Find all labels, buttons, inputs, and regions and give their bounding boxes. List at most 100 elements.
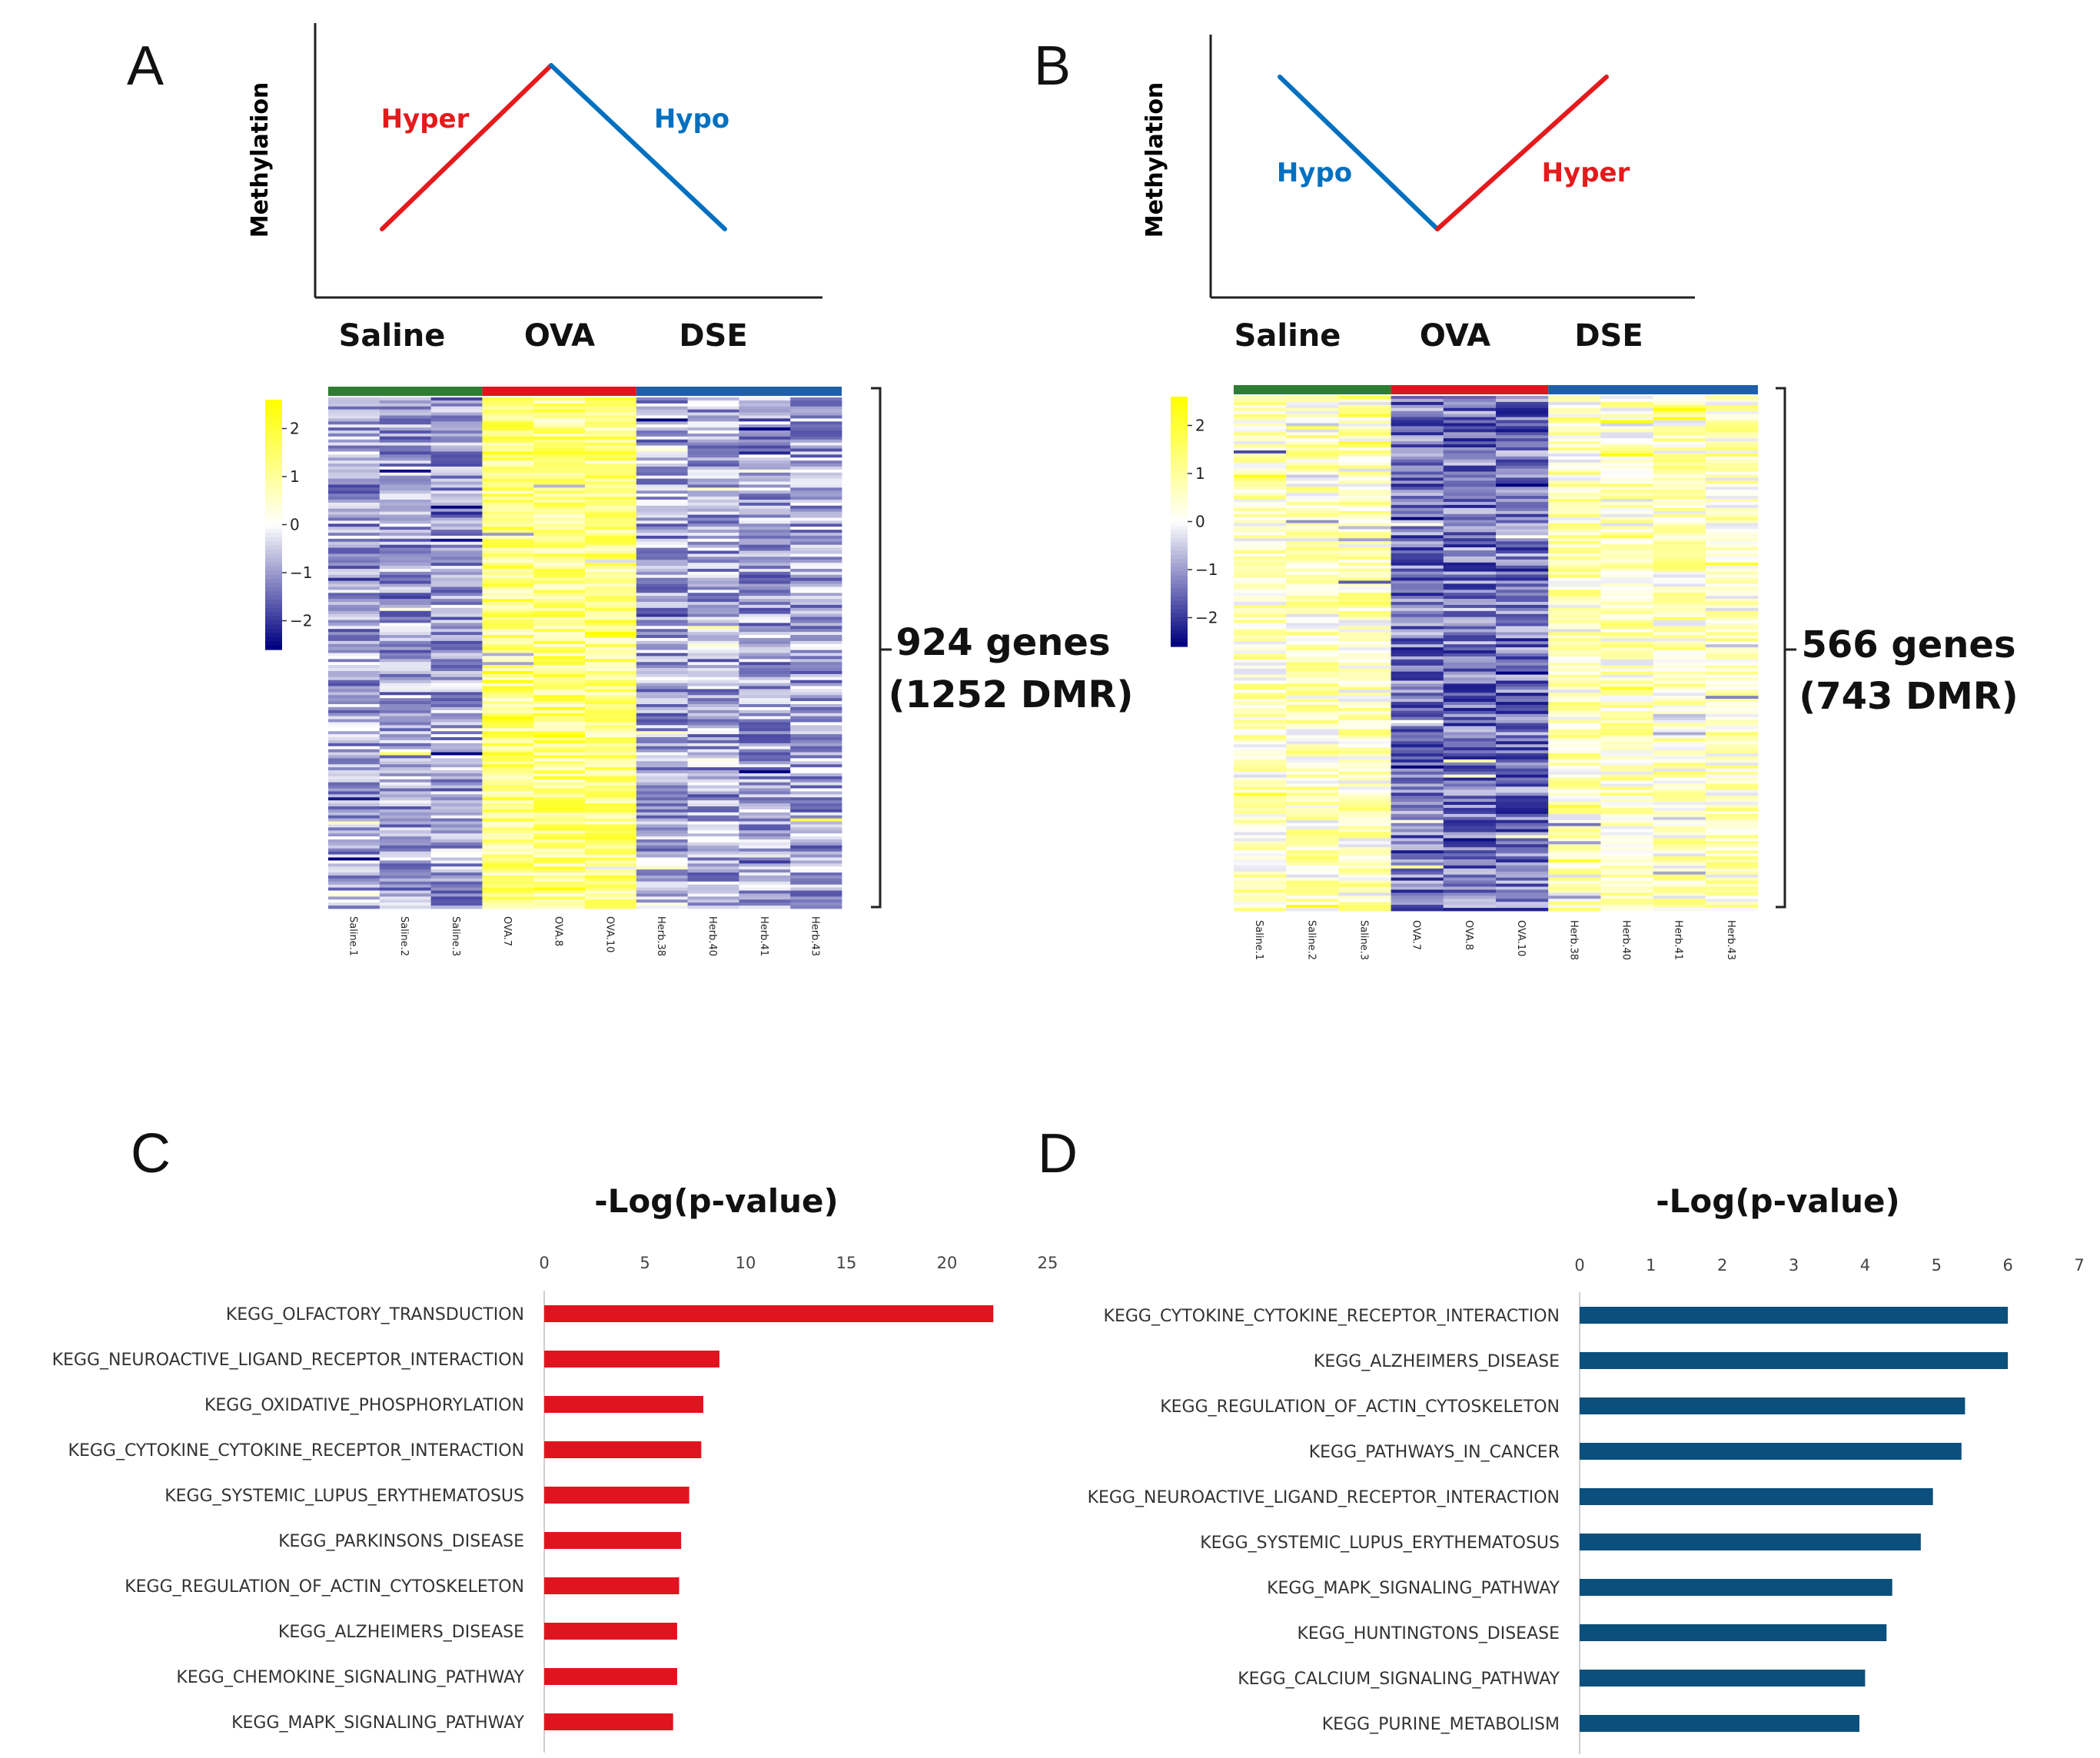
heatmap-cell xyxy=(1338,456,1391,460)
heatmap-cell xyxy=(430,716,483,719)
heatmap-cell xyxy=(1338,420,1391,424)
heatmap-cell xyxy=(636,815,688,819)
heatmap-cell xyxy=(1286,680,1339,684)
heatmap-cell xyxy=(585,884,637,889)
heatmap-cell xyxy=(1705,699,1759,703)
colorbar-step xyxy=(1171,417,1188,423)
heatmap-cell xyxy=(1443,541,1497,545)
heatmap-cell xyxy=(379,563,431,567)
heatmap-cell xyxy=(430,550,483,554)
heatmap-cell xyxy=(1443,699,1497,703)
heatmap-cell xyxy=(379,571,431,576)
heatmap-cell xyxy=(1286,441,1339,445)
heatmap-cell xyxy=(1496,659,1549,663)
heatmap-cell xyxy=(1234,705,1287,709)
heatmap-cell xyxy=(379,815,431,819)
heatmap-cell xyxy=(687,884,739,889)
heatmap-cell xyxy=(328,806,380,810)
heatmap-cell xyxy=(1443,568,1497,572)
colorbar-step xyxy=(1171,592,1188,597)
heatmap-cell xyxy=(430,553,483,557)
heatmap-cell xyxy=(379,893,431,897)
heatmap-cell xyxy=(1443,819,1497,824)
heatmap-cell xyxy=(1548,802,1601,806)
heatmap-cell xyxy=(1391,583,1444,587)
heatmap-cell xyxy=(1548,613,1601,618)
heatmap-cell xyxy=(1705,513,1759,518)
heatmap-cell xyxy=(1391,659,1444,663)
heatmap-cell xyxy=(1653,520,1706,523)
heatmap-cell xyxy=(687,568,739,573)
heatmap-cell xyxy=(1286,453,1339,457)
heatmap-cell xyxy=(1705,532,1759,536)
heatmap-cell xyxy=(585,604,637,609)
heatmap-cell xyxy=(379,668,431,672)
sample-label: OVA.8 xyxy=(553,916,564,946)
heatmap-cell xyxy=(1653,732,1706,736)
heatmap-cell xyxy=(1600,538,1653,542)
heatmap-cell xyxy=(1496,702,1549,706)
heatmap-cell xyxy=(1653,447,1706,451)
heatmap-cell xyxy=(739,574,791,579)
heatmap-cell xyxy=(379,890,431,894)
heatmap-cell xyxy=(1391,556,1444,560)
heatmap-cell xyxy=(379,827,431,831)
heatmap-cell xyxy=(1338,789,1391,793)
sample-label: Saline.3 xyxy=(1358,920,1370,960)
colorbar-step xyxy=(1171,517,1188,523)
heatmap-cell xyxy=(1496,474,1549,478)
heatmap-cell xyxy=(1705,450,1759,454)
heatmap-cell xyxy=(1548,641,1601,645)
heatmap-cell xyxy=(1286,783,1339,787)
heatmap-cell xyxy=(739,728,791,732)
heatmap-cell xyxy=(533,574,586,579)
heatmap-cell xyxy=(379,553,431,557)
heatmap-cell xyxy=(739,650,791,653)
heatmap-cell xyxy=(739,812,791,816)
heatmap-cell xyxy=(1653,665,1706,670)
heatmap-cell xyxy=(636,746,688,750)
heatmap-cell xyxy=(636,683,688,686)
heatmap-cell xyxy=(1496,677,1549,681)
heatmap-cell xyxy=(533,566,586,570)
heatmap-cell xyxy=(1338,738,1391,742)
colorbar-step xyxy=(1171,463,1188,468)
heatmap-cell xyxy=(379,478,431,482)
heatmap-cell xyxy=(1234,459,1287,464)
heatmap-cell xyxy=(1234,816,1287,821)
heatmap-cell xyxy=(1443,707,1497,712)
bar xyxy=(1580,1443,1962,1460)
heatmap-cell xyxy=(533,887,586,891)
heatmap-cell xyxy=(1548,456,1601,460)
heatmap-cell xyxy=(1234,562,1287,567)
heatmap-cell xyxy=(533,869,586,873)
heatmap-cell xyxy=(687,511,739,515)
heatmap-cell xyxy=(636,770,688,774)
heatmap-cell xyxy=(1443,713,1497,718)
heatmap-cell xyxy=(1705,877,1759,881)
heatmap-cell xyxy=(379,650,431,653)
heatmap-cell xyxy=(636,472,688,477)
heatmap-cell xyxy=(1653,544,1706,548)
heatmap-cell xyxy=(1705,590,1759,593)
heatmap-cell xyxy=(1496,853,1549,857)
heatmap-cell xyxy=(482,469,534,474)
heatmap-cell xyxy=(533,460,586,464)
heatmap-cell xyxy=(1653,656,1706,660)
heatmap-cell xyxy=(1338,562,1391,567)
heatmap-cell xyxy=(636,517,688,521)
heatmap-cell xyxy=(585,806,637,810)
heatmap-cell xyxy=(1443,765,1497,769)
heatmap-cell xyxy=(533,599,586,603)
heatmap-cell xyxy=(1496,892,1549,896)
heatmap-cell xyxy=(1705,616,1759,621)
heatmap-cell xyxy=(379,593,431,597)
heatmap-cell xyxy=(1286,635,1339,639)
heatmap-cell xyxy=(1653,471,1706,475)
heatmap-cell xyxy=(636,533,688,537)
heatmap-cell xyxy=(1653,602,1706,606)
heatmap-cell xyxy=(328,797,380,801)
heatmap-cell xyxy=(1705,738,1759,742)
heatmap-cell xyxy=(1286,838,1339,842)
heatmap-cell xyxy=(482,863,534,867)
